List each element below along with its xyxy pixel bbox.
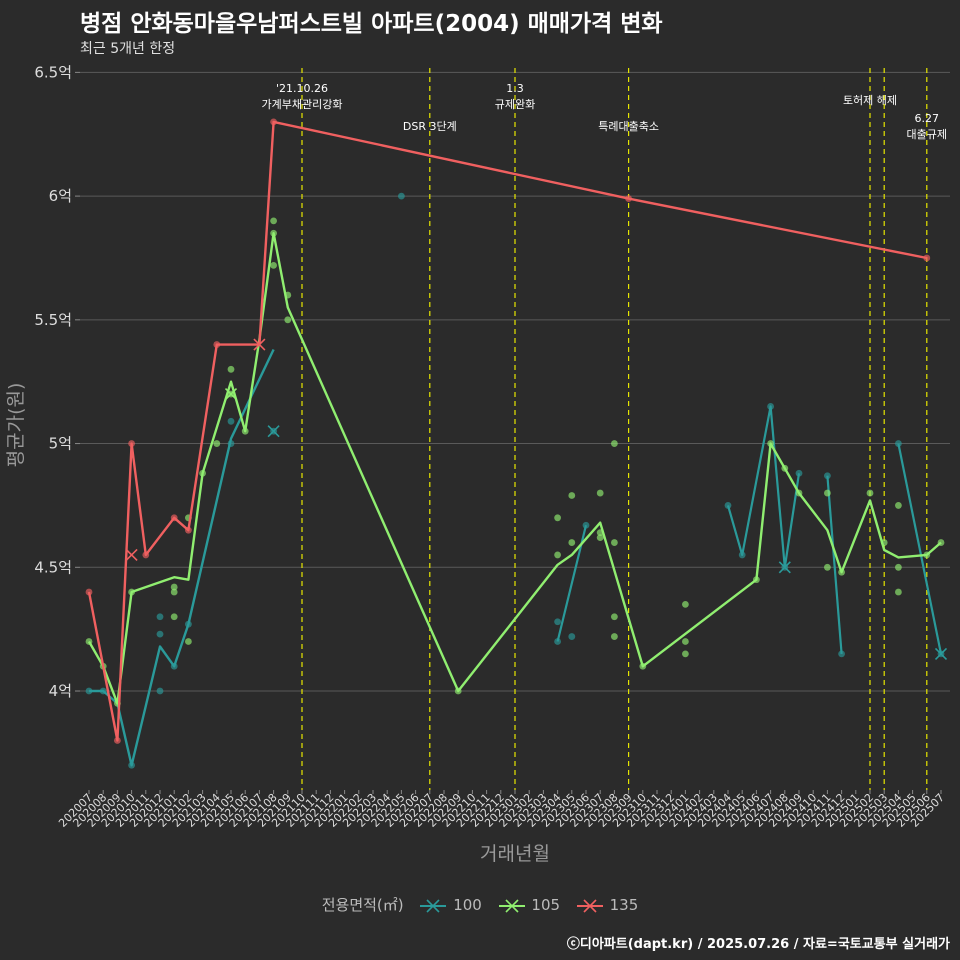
- series-105-point: [170, 588, 178, 596]
- source-caption: ⓒ디아파트(dapt.kr) / 2025.07.26 / 자료=국토교통부 실…: [566, 937, 950, 952]
- series-105-point: [185, 638, 192, 645]
- series-105-point: [596, 534, 604, 541]
- plot-panel: [80, 60, 950, 790]
- series-100-cross-marker: [267, 425, 280, 438]
- series-105-point: [682, 638, 689, 645]
- series-100-segment: [726, 405, 801, 569]
- series-105-point: [568, 492, 576, 499]
- y-tick-label: 6억: [49, 187, 72, 205]
- series-105-point: [682, 650, 689, 658]
- series-100-point: [227, 417, 235, 425]
- series-105-point: [895, 588, 902, 596]
- x-axis-label: 거래년월: [480, 843, 550, 865]
- legend-item-135: 135: [575, 896, 638, 915]
- cross-stroke: [267, 425, 280, 438]
- series-100-point: [795, 469, 803, 477]
- series-105-line: [87, 231, 942, 705]
- legend-item-105: 105: [497, 896, 560, 915]
- series-105-point: [611, 613, 618, 621]
- y-tick-label: 5.5억: [34, 311, 72, 329]
- series-105-point: [270, 217, 277, 225]
- event-label: DSR 3단계: [403, 120, 457, 133]
- cross-stroke: [778, 561, 791, 574]
- series-105-cross-marker: [224, 388, 238, 401]
- legend-label-105: 105: [531, 896, 561, 915]
- series-105-point: [270, 261, 277, 269]
- series-105-point: [682, 601, 689, 608]
- y-tick-label: 5억: [49, 435, 72, 453]
- legend-key-100-icon: [420, 899, 447, 913]
- series-105-point: [895, 502, 902, 509]
- series-105-point: [213, 440, 221, 447]
- series-105-point: [227, 365, 235, 373]
- y-tick-label: 4.5억: [34, 558, 72, 576]
- series-135-line: [87, 120, 928, 742]
- series-105-point: [824, 563, 831, 571]
- event-label: 토허제 해제: [843, 93, 897, 107]
- legend-title: 전용면적(㎡): [321, 896, 404, 914]
- series-100-segment: [826, 475, 843, 654]
- series-105-point: [554, 551, 561, 559]
- event-label: 대출규제: [907, 128, 947, 141]
- y-tick-label: 4억: [49, 682, 72, 700]
- series-100-segment: [897, 443, 943, 655]
- legend-item-100: 100: [418, 896, 482, 915]
- legend-key-105-icon: [498, 899, 525, 913]
- legend-key-135-icon: [576, 899, 603, 913]
- series-105-point: [596, 489, 604, 497]
- event-label: 가계부채관리강화: [262, 98, 343, 111]
- y-axis-label: 평균가(원): [5, 383, 27, 468]
- event-label: 규제완화: [495, 98, 535, 111]
- series-105-point: [554, 514, 561, 522]
- event-label: 6.27: [915, 112, 940, 125]
- event-label: 1.3: [506, 82, 524, 95]
- chart-title: 병점 안화동마을우남퍼스트빌 아파트(2004) 매매가격 변화: [80, 11, 663, 37]
- series-100-point: [156, 687, 164, 695]
- legend-label-135: 135: [609, 896, 639, 915]
- series-105-point: [824, 489, 831, 497]
- series-135-cross-marker: [253, 338, 266, 351]
- series-105-point: [611, 633, 618, 640]
- series-105-point: [284, 316, 292, 324]
- series-100-point: [568, 633, 576, 640]
- event-label: 특례대출축소: [598, 120, 659, 133]
- legend: 전용면적(㎡) 100 105 135: [0, 894, 960, 915]
- cross-stroke: [934, 647, 948, 660]
- series-100-cross-marker: [778, 561, 791, 574]
- y-tick-label: 6.5억: [34, 63, 72, 81]
- series-105-point: [895, 563, 902, 571]
- chart-subtitle: 최근 5개년 한정: [80, 41, 176, 57]
- event-label: '21.10.26: [276, 82, 328, 95]
- series-105-point: [568, 539, 576, 546]
- series-100-point: [554, 618, 561, 626]
- series-100-point: [895, 440, 902, 447]
- series-135-cross-marker: [125, 548, 138, 561]
- series-105-point: [611, 539, 618, 546]
- series-100-point: [554, 638, 561, 645]
- cross-stroke: [125, 548, 138, 561]
- series-100-point: [156, 613, 164, 621]
- series-105-point: [170, 613, 178, 621]
- cross-stroke: [224, 388, 238, 401]
- cross-stroke: [253, 338, 266, 351]
- legend-label-100: 100: [453, 896, 482, 915]
- series-100-cross-marker: [934, 647, 948, 660]
- series-105-point: [170, 583, 178, 591]
- series-100-point: [156, 630, 164, 638]
- series-105-point: [611, 440, 618, 447]
- series-105-point: [866, 489, 874, 497]
- series-100-point: [398, 192, 405, 200]
